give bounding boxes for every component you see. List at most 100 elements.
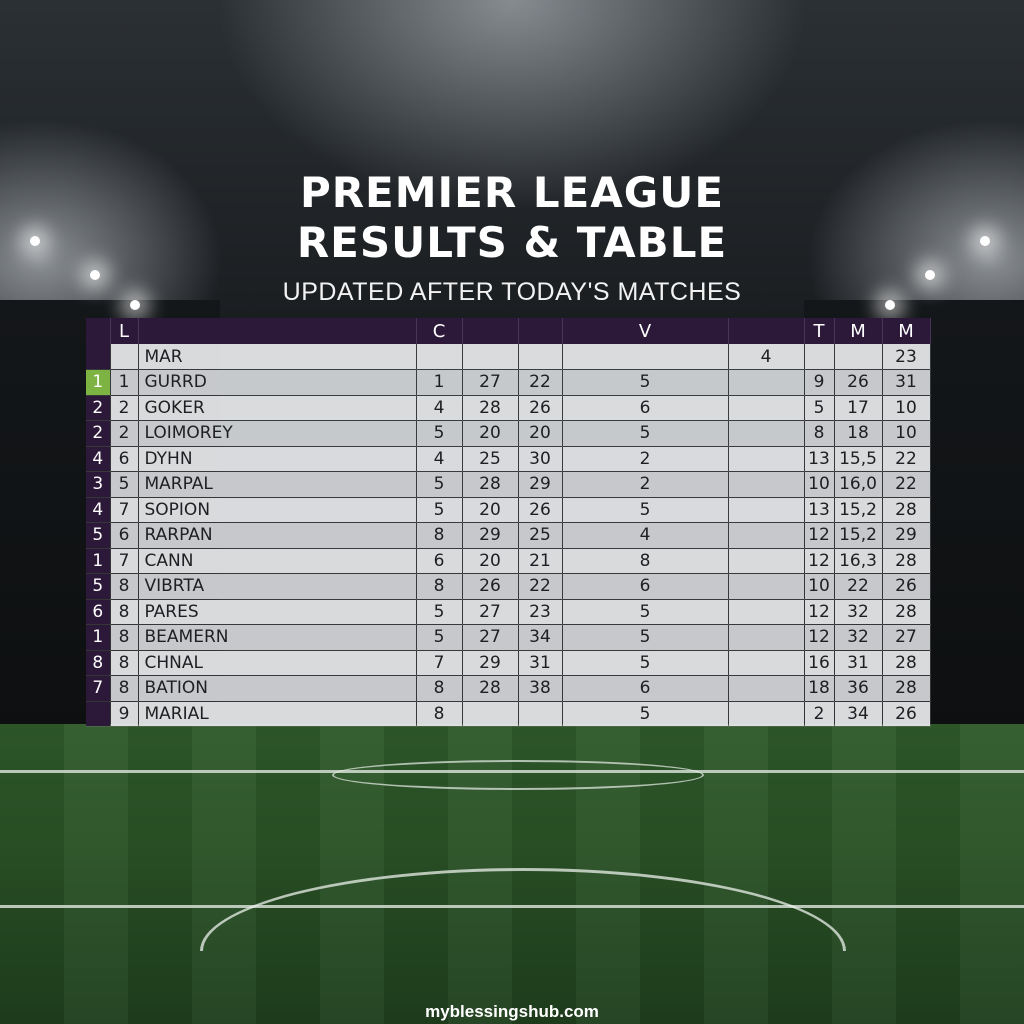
- stat-cell: 7: [416, 650, 463, 676]
- column-header: [728, 318, 805, 344]
- team-name: CHNAL: [138, 650, 417, 676]
- team-name: BATION: [138, 675, 417, 702]
- position-badge: 5: [86, 573, 111, 600]
- team-name: MARIAL: [138, 701, 417, 727]
- stat-cell: 5: [562, 369, 729, 396]
- team-name: PARES: [138, 599, 417, 625]
- stat-cell: 28: [462, 675, 519, 702]
- stat-cell: 1: [416, 369, 463, 396]
- stat-cell: 26: [834, 369, 883, 396]
- stat-cell: [728, 471, 805, 498]
- stat-cell: [728, 599, 805, 625]
- stat-cell: 20: [462, 497, 519, 523]
- title-block: PREMIER LEAGUE RESULTS & TABLE UPDATED A…: [0, 168, 1024, 307]
- stat-cell: 15,2: [834, 497, 883, 523]
- stat-cell: [728, 395, 805, 421]
- table-row: 3 5 MARPAL 5 28 29 2 10 16,0 22: [86, 471, 931, 498]
- stat-cell: 2: [110, 395, 139, 421]
- stat-cell: 22: [518, 573, 563, 600]
- stat-cell: 5: [416, 497, 463, 523]
- stat-cell: 25: [462, 446, 519, 472]
- website-credit: myblessingshub.com: [425, 1002, 599, 1021]
- stat-cell: 28: [462, 471, 519, 498]
- stat-cell: 28: [882, 548, 931, 574]
- column-header: V: [562, 318, 729, 344]
- stat-cell: 5: [562, 420, 729, 447]
- stat-cell: 8: [110, 675, 139, 702]
- stat-cell: 6: [562, 675, 729, 702]
- table-row: 5 8 VIBRTA 8 26 22 6 10 22 26: [86, 573, 931, 600]
- stat-cell: 5: [562, 650, 729, 676]
- stat-cell: 22: [518, 369, 563, 396]
- stat-cell: [728, 675, 805, 702]
- position-badge: 4: [86, 446, 111, 472]
- stat-cell: 8: [110, 650, 139, 676]
- stat-cell: [728, 573, 805, 600]
- title-line-2: RESULTS & TABLE: [296, 218, 728, 267]
- stat-cell: [728, 497, 805, 523]
- stat-cell: [804, 344, 835, 370]
- team-name: SOPION: [138, 497, 417, 523]
- column-header: M: [834, 318, 883, 344]
- stat-cell: [728, 701, 805, 727]
- stat-cell: 2: [804, 701, 835, 727]
- team-name: VIBRTA: [138, 573, 417, 600]
- stat-cell: [562, 344, 729, 370]
- column-header: C: [416, 318, 463, 344]
- table-row: 1 8 BEAMERN 5 27 34 5 12 32 27: [86, 624, 931, 651]
- stat-cell: 34: [518, 624, 563, 651]
- stat-cell: [462, 344, 519, 370]
- stat-cell: 13: [804, 497, 835, 523]
- column-header: M: [882, 318, 931, 344]
- table-row: 4 7 SOPION 5 20 26 5 13 15,2 28: [86, 497, 931, 523]
- stat-cell: 7: [110, 548, 139, 574]
- position-badge: 4: [86, 497, 111, 523]
- stat-cell: 27: [462, 369, 519, 396]
- position-badge: [86, 344, 111, 370]
- stat-cell: 8: [110, 599, 139, 625]
- stat-cell: 2: [110, 420, 139, 447]
- table-row: 7 8 BATION 8 28 38 6 18 36 28: [86, 675, 931, 702]
- position-badge: 8: [86, 650, 111, 676]
- stat-cell: 10: [804, 471, 835, 498]
- table-row: 1 1 GURRD 1 27 22 5 9 26 31: [86, 369, 931, 396]
- stat-cell: 31: [518, 650, 563, 676]
- table-row: 2 2 GOKER 4 28 26 6 5 17 10: [86, 395, 931, 421]
- table-row: MAR 4 23: [86, 344, 931, 370]
- position-badge: 2: [86, 395, 111, 421]
- stat-cell: 30: [518, 446, 563, 472]
- stat-cell: 34: [834, 701, 883, 727]
- position-badge: 2: [86, 420, 111, 447]
- stat-cell: [462, 701, 519, 727]
- floodlight-left: [30, 236, 40, 246]
- stat-cell: 10: [882, 420, 931, 447]
- stat-cell: [110, 344, 139, 370]
- stat-cell: 4: [562, 522, 729, 549]
- stat-cell: 32: [834, 599, 883, 625]
- stat-cell: 8: [416, 522, 463, 549]
- stat-cell: 5: [562, 497, 729, 523]
- stat-cell: 28: [882, 599, 931, 625]
- stat-cell: 26: [518, 395, 563, 421]
- team-name: MARPAL: [138, 471, 417, 498]
- stat-cell: 20: [462, 420, 519, 447]
- team-name: GURRD: [138, 369, 417, 396]
- floodlight-left: [130, 300, 140, 310]
- stat-cell: 36: [834, 675, 883, 702]
- stat-cell: 6: [110, 446, 139, 472]
- stat-cell: 29: [518, 471, 563, 498]
- stat-cell: [728, 446, 805, 472]
- stat-cell: [834, 344, 883, 370]
- stat-cell: 26: [518, 497, 563, 523]
- stat-cell: 6: [562, 573, 729, 600]
- stat-cell: 23: [518, 599, 563, 625]
- team-name: RARPAN: [138, 522, 417, 549]
- stat-cell: 8: [804, 420, 835, 447]
- stat-cell: 12: [804, 522, 835, 549]
- column-header: L: [110, 318, 139, 344]
- stat-cell: 22: [834, 573, 883, 600]
- stat-cell: 26: [882, 701, 931, 727]
- stat-cell: [518, 344, 563, 370]
- stat-cell: 15,2: [834, 522, 883, 549]
- stat-cell: 8: [416, 701, 463, 727]
